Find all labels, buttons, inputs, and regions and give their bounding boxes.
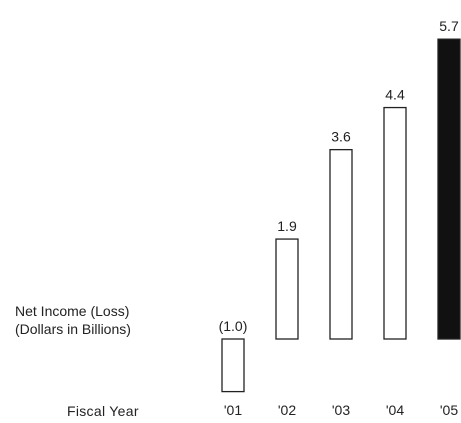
value-label-0: (1.0) [219,318,248,334]
bar-1 [275,238,299,340]
category-label-3: '04 [386,402,404,418]
bar-0 [221,338,245,393]
y-axis-label-line-1: Net Income (Loss) [15,303,130,319]
y-axis-label-line-2: (Dollars in Billions) [15,321,131,337]
category-label-1: '02 [278,402,296,418]
value-label-3: 4.4 [385,87,405,103]
category-label-2: '03 [332,402,350,418]
value-label-4: 5.7 [439,18,459,34]
value-label-1: 1.9 [277,218,297,234]
value-label-2: 3.6 [331,129,351,145]
category-label-4: '05 [440,402,458,418]
category-label-0: '01 [224,402,242,418]
bar-4 [437,38,461,340]
bar-3 [383,106,407,340]
bar-2 [329,148,353,340]
x-axis-label: Fiscal Year [67,403,139,419]
